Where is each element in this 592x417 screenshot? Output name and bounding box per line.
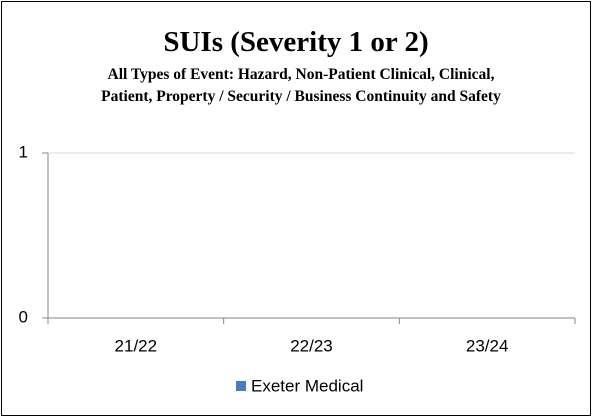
x-tick-label: 21/22 [115, 336, 158, 355]
chart-title: SUIs (Severity 1 or 2) [163, 26, 429, 58]
chart-subtitle: All Types of Event: Hazard, Non-Patient … [101, 66, 501, 105]
legend-swatch [236, 381, 246, 391]
x-tick-label: 22/23 [290, 336, 333, 355]
legend-label: Exeter Medical [251, 376, 363, 395]
x-tick-label: 23/24 [466, 336, 509, 355]
y-tick-label: 0 [19, 307, 28, 326]
y-tick-label: 1 [19, 142, 28, 161]
